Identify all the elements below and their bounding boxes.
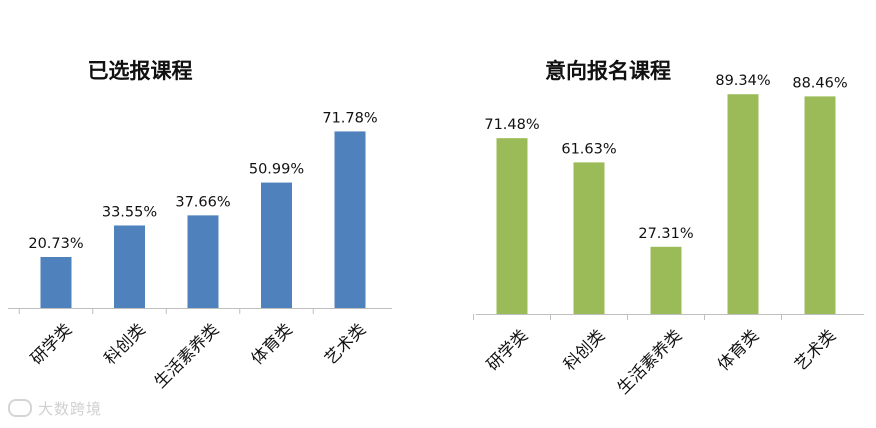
tick-label: 体育类 xyxy=(714,326,762,374)
tick-label: 研学类 xyxy=(483,326,531,374)
data-label: 88.46% xyxy=(792,75,847,91)
bar xyxy=(496,138,528,314)
tick-label: 生活素养类 xyxy=(614,326,686,398)
bar xyxy=(804,96,836,314)
data-label: 61.63% xyxy=(561,141,616,157)
tick-label: 研学类 xyxy=(27,320,75,368)
data-label: 89.34% xyxy=(715,73,770,89)
chart-title: 意向报名课程 xyxy=(545,59,671,83)
tick-label: 艺术类 xyxy=(321,320,369,368)
bar xyxy=(727,94,759,314)
tick-label: 科创类 xyxy=(100,320,148,368)
watermark-text: 大数跨境 xyxy=(38,400,103,418)
data-label: 20.73% xyxy=(28,236,83,252)
bar xyxy=(573,162,605,314)
logo-icon xyxy=(8,399,32,417)
intended-courses-chart: 意向报名课程 71.48% 研学类 61.63% 科创类 27.31% 生活素养类 89.34… xyxy=(473,59,864,398)
tick-label: 科创类 xyxy=(560,326,608,374)
chart-title: 已选报课程 xyxy=(88,59,193,83)
bar xyxy=(261,182,292,308)
selected-courses-chart: 已选报课程 20.73% 研学类 33.55% 科创类 37.66% 生活素养类 50.99%… xyxy=(8,59,392,392)
data-label: 37.66% xyxy=(175,194,230,210)
data-label: 50.99% xyxy=(249,162,304,178)
tick-label: 艺术类 xyxy=(791,326,839,374)
data-label: 33.55% xyxy=(102,204,157,220)
bar xyxy=(114,225,145,308)
bar xyxy=(334,131,366,308)
bar xyxy=(187,215,219,308)
tick-label: 生活素养类 xyxy=(151,320,223,392)
watermark: 大数跨境 xyxy=(8,398,102,419)
bar xyxy=(40,257,72,308)
data-label: 71.78% xyxy=(322,110,377,126)
bar xyxy=(650,246,682,314)
data-label: 71.48% xyxy=(484,117,539,133)
data-label: 27.31% xyxy=(638,226,693,242)
tick-label: 体育类 xyxy=(247,320,295,368)
